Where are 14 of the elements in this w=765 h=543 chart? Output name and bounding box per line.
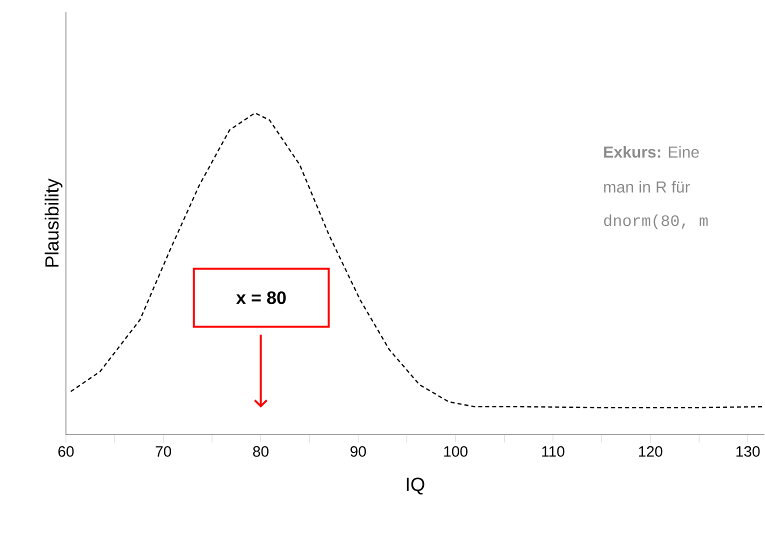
x-tick-label: 120 [639,446,662,457]
y-axis-title: Plausibility [44,178,62,267]
annotation: Exkurs: Eine [604,146,699,158]
x-tick-label: 100 [444,446,468,457]
x-tick-label: 60 [58,446,74,457]
x-tick-label: 130 [736,446,760,457]
x-tick-label: 80 [253,446,268,457]
x-tick-label: 70 [156,446,172,457]
annotation: x = 80 [236,292,286,304]
x-axis-title: IQ [406,478,424,495]
annotation: dnorm(80, m [604,214,708,230]
x-tick-label: 90 [350,446,366,457]
annotation: man in R für [604,181,690,193]
x-tick-label: 110 [542,446,564,457]
